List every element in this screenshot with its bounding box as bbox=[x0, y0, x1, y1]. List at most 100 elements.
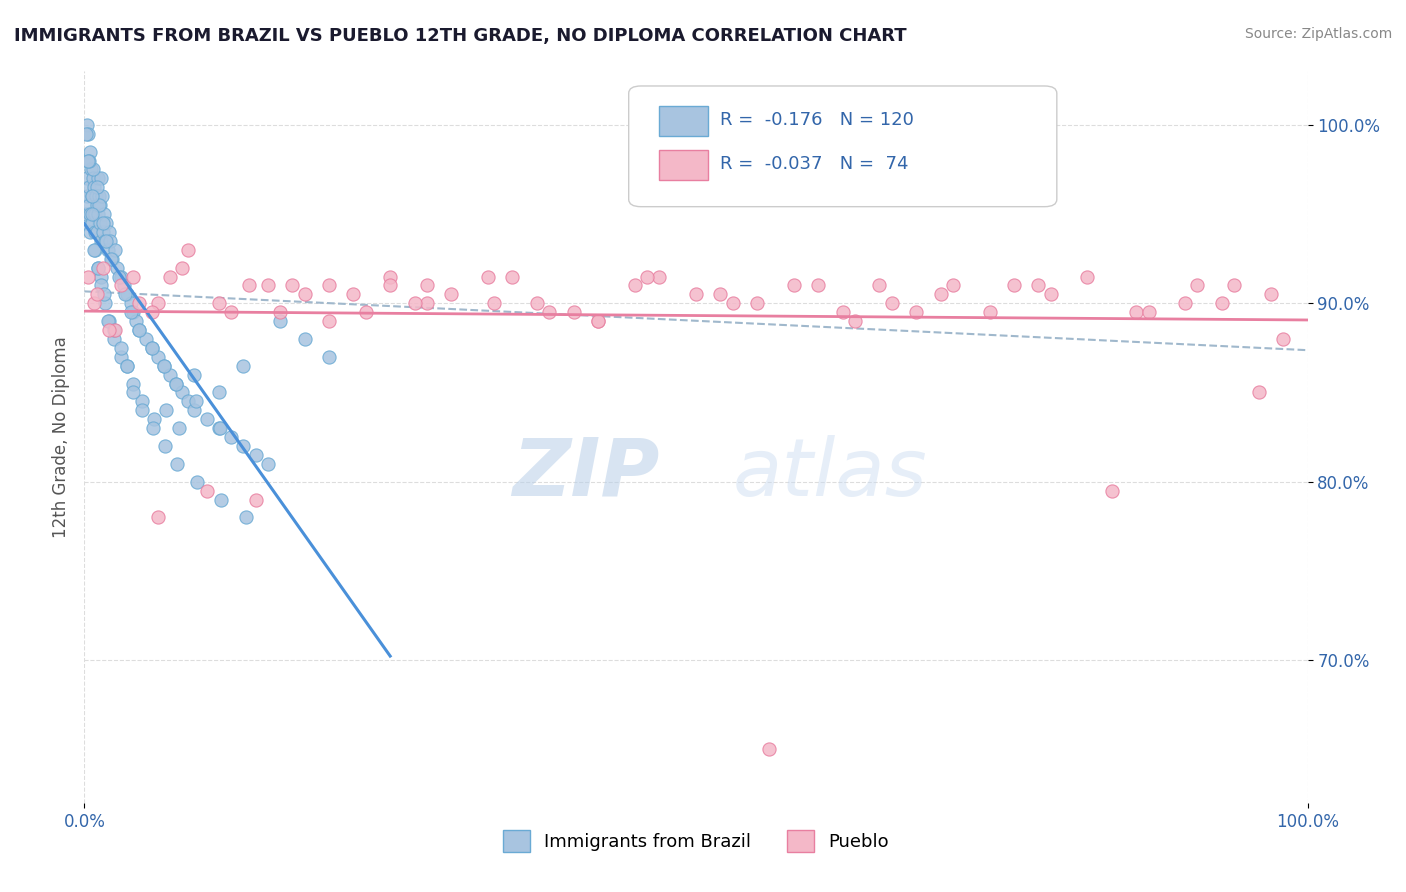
Point bbox=[165, 376, 187, 391]
Point bbox=[75, 207, 97, 221]
Point bbox=[80, 189, 103, 203]
Point bbox=[83, 180, 105, 194]
Text: Source: ZipAtlas.com: Source: ZipAtlas.com bbox=[1244, 27, 1392, 41]
Point bbox=[942, 278, 965, 293]
Point bbox=[269, 305, 291, 319]
Point bbox=[177, 243, 200, 257]
Point bbox=[83, 207, 105, 221]
Point bbox=[83, 207, 105, 221]
Point bbox=[91, 225, 114, 239]
Point bbox=[929, 287, 952, 301]
Point bbox=[783, 278, 806, 293]
Point bbox=[107, 269, 129, 284]
Point bbox=[142, 421, 165, 435]
Point bbox=[101, 252, 124, 266]
Point bbox=[905, 305, 928, 319]
Text: R =  -0.037   N =  74: R = -0.037 N = 74 bbox=[720, 154, 908, 172]
Point bbox=[538, 305, 561, 319]
Point bbox=[477, 269, 499, 284]
Point bbox=[110, 269, 132, 284]
Point bbox=[1247, 385, 1270, 400]
Point bbox=[115, 359, 138, 373]
Point bbox=[880, 296, 903, 310]
Point bbox=[184, 394, 207, 409]
Point bbox=[1028, 278, 1050, 293]
Point bbox=[165, 376, 187, 391]
Point bbox=[76, 171, 98, 186]
Point bbox=[90, 171, 112, 186]
Point bbox=[135, 332, 157, 346]
Point bbox=[209, 492, 232, 507]
Point bbox=[110, 278, 132, 293]
Point bbox=[97, 314, 120, 328]
Point bbox=[195, 483, 218, 498]
Point bbox=[125, 314, 148, 328]
Point bbox=[120, 296, 142, 310]
Point bbox=[110, 341, 132, 355]
Point bbox=[146, 510, 169, 524]
Point bbox=[208, 296, 231, 310]
Point bbox=[131, 403, 153, 417]
Point bbox=[90, 278, 112, 293]
Point bbox=[245, 492, 267, 507]
Point bbox=[89, 216, 111, 230]
Point bbox=[195, 412, 218, 426]
Point bbox=[482, 296, 505, 310]
Point bbox=[87, 198, 110, 212]
Point bbox=[97, 225, 120, 239]
Point bbox=[1076, 269, 1098, 284]
Point bbox=[219, 305, 242, 319]
Point bbox=[122, 305, 145, 319]
Point bbox=[153, 359, 176, 373]
Point bbox=[208, 385, 231, 400]
Point bbox=[318, 350, 340, 364]
Point bbox=[235, 510, 257, 524]
Point bbox=[97, 314, 120, 328]
Bar bbox=[659, 106, 709, 136]
Point bbox=[257, 457, 280, 471]
Point bbox=[114, 287, 136, 301]
Point bbox=[76, 118, 98, 132]
Point bbox=[86, 225, 108, 239]
Point bbox=[562, 305, 585, 319]
Point bbox=[416, 296, 439, 310]
Point bbox=[96, 216, 118, 230]
Point bbox=[82, 162, 104, 177]
Point bbox=[77, 153, 100, 168]
Point bbox=[502, 269, 524, 284]
Point bbox=[166, 457, 188, 471]
Point bbox=[143, 412, 166, 426]
Point bbox=[87, 189, 110, 203]
Point bbox=[624, 278, 647, 293]
Bar bbox=[659, 151, 709, 179]
Point bbox=[167, 421, 190, 435]
Point bbox=[1174, 296, 1197, 310]
Point bbox=[96, 234, 118, 248]
Point bbox=[141, 341, 163, 355]
Point bbox=[77, 153, 100, 168]
Point bbox=[416, 278, 439, 293]
Point bbox=[79, 207, 101, 221]
Point bbox=[648, 269, 671, 284]
Point bbox=[281, 278, 304, 293]
Point bbox=[115, 287, 138, 301]
FancyBboxPatch shape bbox=[628, 86, 1057, 207]
Point bbox=[128, 296, 150, 310]
Point bbox=[404, 296, 426, 310]
Point bbox=[75, 216, 97, 230]
Point bbox=[94, 234, 117, 248]
Point bbox=[636, 269, 658, 284]
Legend: Immigrants from Brazil, Pueblo: Immigrants from Brazil, Pueblo bbox=[495, 823, 897, 860]
Point bbox=[103, 332, 125, 346]
Point bbox=[105, 260, 128, 275]
Point bbox=[1211, 296, 1233, 310]
Point bbox=[80, 207, 103, 221]
Point bbox=[80, 162, 103, 177]
Point bbox=[380, 269, 402, 284]
Point bbox=[86, 287, 108, 301]
Point bbox=[93, 207, 115, 221]
Point bbox=[294, 287, 316, 301]
Point bbox=[141, 305, 163, 319]
Point bbox=[232, 439, 254, 453]
Point bbox=[269, 314, 291, 328]
